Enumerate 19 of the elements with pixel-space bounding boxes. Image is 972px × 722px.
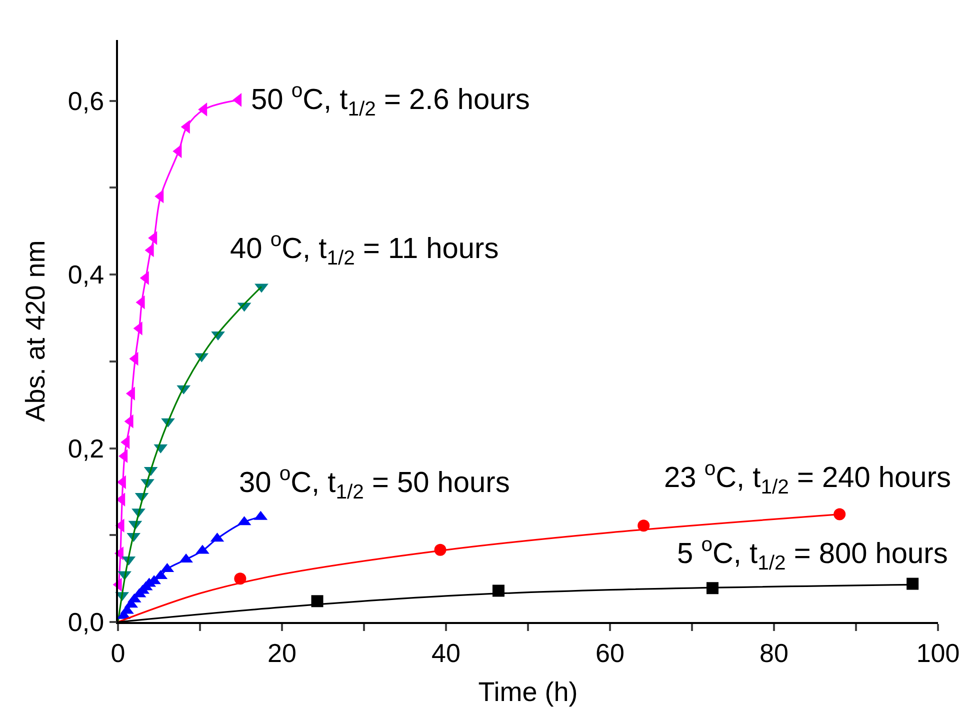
series-label: 30 $^{o}$C, t$_{1/2}$ = 50 hours (239, 463, 510, 504)
y-axis-title: Abs. at 420 nm (20, 240, 50, 422)
y-tick-label: 0,4 (68, 260, 104, 290)
x-axis-title: Time (h) (478, 676, 578, 707)
x-tick-label: 40 (432, 638, 460, 668)
series-label: 23 $^{o}$C, t$_{1/2}$ = 240 hours (664, 458, 951, 498)
x-tick-label: 80 (760, 638, 788, 668)
x-tick-label: 20 (268, 638, 296, 668)
y-tick-label: 0,6 (68, 86, 104, 116)
x-tick-label: 0 (110, 638, 126, 668)
series-label: 50 $^{o}$C, t$_{1/2}$ = 2.6 hours (251, 80, 530, 120)
y-tick-label: 0,2 (68, 433, 104, 464)
y-tick-label: 0,0 (68, 607, 104, 638)
point (906, 578, 919, 590)
series-label: 40 $^{o}$C, t$_{1/2}$ = 11 hours (230, 229, 499, 270)
x-tick-label: 60 (596, 638, 624, 668)
x-tick-label: 100 (916, 638, 960, 668)
point (834, 508, 846, 520)
series-label: 5 $^{o}$C, t$_{1/2}$ = 800 hours (677, 534, 948, 574)
